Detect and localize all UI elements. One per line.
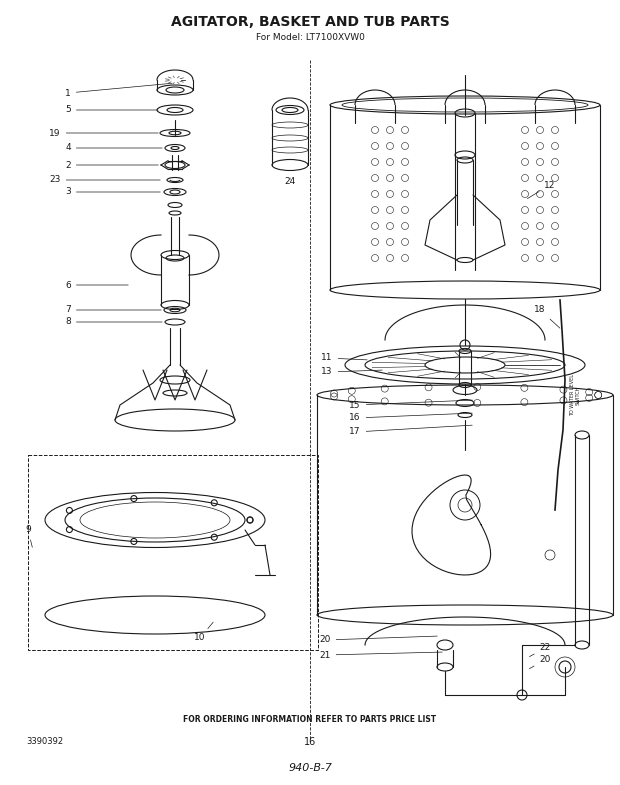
Text: 16: 16 bbox=[304, 737, 316, 747]
Text: 19: 19 bbox=[49, 129, 158, 137]
Text: 24: 24 bbox=[285, 177, 296, 187]
Text: 18: 18 bbox=[534, 305, 560, 328]
Text: 3390392: 3390392 bbox=[27, 737, 64, 747]
Text: 20: 20 bbox=[319, 636, 437, 644]
Text: 22: 22 bbox=[529, 644, 551, 657]
Text: 940-B-7: 940-B-7 bbox=[288, 763, 332, 773]
Text: 11: 11 bbox=[321, 353, 367, 363]
Text: 15: 15 bbox=[349, 400, 472, 410]
Text: 6: 6 bbox=[65, 280, 128, 290]
Text: 8: 8 bbox=[65, 317, 162, 327]
Text: 7: 7 bbox=[65, 305, 161, 315]
Text: 16: 16 bbox=[349, 413, 472, 422]
Text: For Model: LT7100XVW0: For Model: LT7100XVW0 bbox=[255, 34, 365, 42]
Text: AGITATOR, BASKET AND TUB PARTS: AGITATOR, BASKET AND TUB PARTS bbox=[170, 15, 450, 29]
Text: 20: 20 bbox=[529, 655, 551, 669]
Text: TO WATER LEVEL
SWITCH: TO WATER LEVEL SWITCH bbox=[570, 374, 580, 416]
Text: 2: 2 bbox=[65, 160, 158, 170]
Text: 4: 4 bbox=[65, 144, 162, 152]
Text: 10: 10 bbox=[194, 623, 213, 642]
Text: 17: 17 bbox=[349, 425, 472, 436]
Text: 1: 1 bbox=[65, 83, 172, 97]
Text: 5: 5 bbox=[65, 105, 158, 115]
Text: FOR ORDERING INFORMATION REFER TO PARTS PRICE LIST: FOR ORDERING INFORMATION REFER TO PARTS … bbox=[184, 715, 436, 725]
Text: 12: 12 bbox=[528, 181, 556, 199]
Text: 3: 3 bbox=[65, 188, 160, 196]
Bar bbox=[28, 455, 318, 650]
Text: 23: 23 bbox=[50, 176, 160, 184]
Text: 13: 13 bbox=[321, 367, 382, 377]
Text: 9: 9 bbox=[25, 525, 32, 547]
Text: 21: 21 bbox=[319, 651, 442, 659]
